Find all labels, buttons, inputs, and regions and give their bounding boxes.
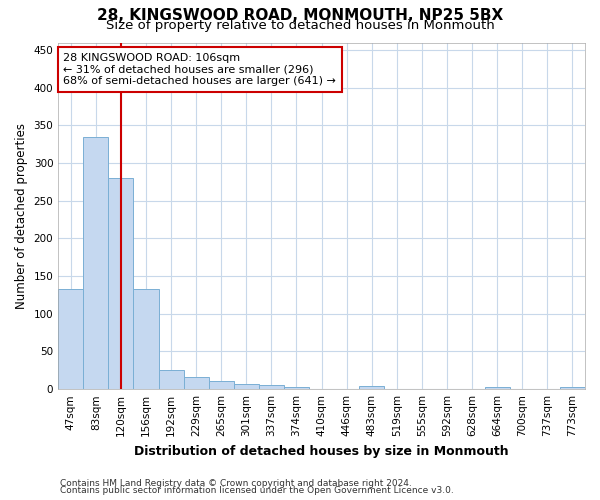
Bar xyxy=(284,387,309,389)
Bar xyxy=(109,178,133,389)
Y-axis label: Number of detached properties: Number of detached properties xyxy=(15,123,28,309)
Bar xyxy=(158,370,184,389)
Bar xyxy=(560,387,585,389)
Text: 28, KINGSWOOD ROAD, MONMOUTH, NP25 5BX: 28, KINGSWOOD ROAD, MONMOUTH, NP25 5BX xyxy=(97,8,503,23)
Bar xyxy=(133,289,158,389)
Bar xyxy=(359,386,385,389)
Bar xyxy=(485,387,510,389)
Bar xyxy=(58,289,83,389)
X-axis label: Distribution of detached houses by size in Monmouth: Distribution of detached houses by size … xyxy=(134,444,509,458)
Text: Size of property relative to detached houses in Monmouth: Size of property relative to detached ho… xyxy=(106,19,494,32)
Bar xyxy=(209,381,234,389)
Bar xyxy=(83,136,109,389)
Bar xyxy=(184,377,209,389)
Bar xyxy=(234,384,259,389)
Text: 28 KINGSWOOD ROAD: 106sqm
← 31% of detached houses are smaller (296)
68% of semi: 28 KINGSWOOD ROAD: 106sqm ← 31% of detac… xyxy=(64,53,337,86)
Bar xyxy=(259,386,284,389)
Text: Contains public sector information licensed under the Open Government Licence v3: Contains public sector information licen… xyxy=(60,486,454,495)
Text: Contains HM Land Registry data © Crown copyright and database right 2024.: Contains HM Land Registry data © Crown c… xyxy=(60,478,412,488)
